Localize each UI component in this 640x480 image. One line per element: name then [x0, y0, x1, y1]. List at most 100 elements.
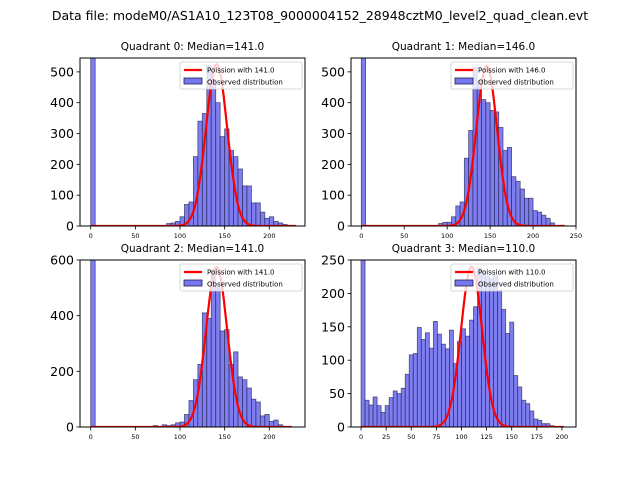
x-tick-label: 0: [89, 433, 93, 441]
histogram-bar: [485, 275, 491, 427]
histogram-bar: [505, 333, 511, 427]
histogram-bar: [529, 410, 535, 427]
legend-bar-swatch: [454, 279, 474, 287]
x-tick-label: 200: [263, 232, 275, 240]
axes-frame: [79, 57, 306, 227]
x-tick-label: 200: [527, 232, 539, 240]
histogram-bar: [428, 347, 434, 427]
legend-bar-swatch: [454, 77, 474, 85]
histogram-bar: [519, 188, 525, 226]
histogram-bar: [513, 375, 519, 427]
subplot-title: Quadrant 2: Median=141.0: [121, 243, 264, 255]
histogram-bar: [465, 335, 470, 427]
x-tick-label: 50: [407, 433, 415, 441]
histogram-bar: [536, 211, 543, 226]
y-tick-label: 0: [66, 219, 74, 234]
axes-frame: [350, 259, 577, 428]
histogram-bar: [251, 398, 257, 427]
histogram-bar: [436, 333, 442, 427]
x-tick-label: 250: [570, 232, 582, 240]
axes-frame: [350, 57, 577, 227]
x-tick-label: 0: [89, 232, 93, 240]
histogram-bar: [392, 390, 398, 427]
histogram-bar: [90, 260, 96, 427]
histogram-bar: [388, 397, 394, 427]
histogram-bar: [215, 287, 221, 427]
legend: Poission with 146.0 Observed distribution: [450, 61, 574, 90]
histogram-bar: [264, 217, 270, 226]
x-tick-label: 50: [131, 433, 139, 441]
histogram-bar: [255, 401, 261, 427]
y-tick-label: 150: [321, 319, 345, 334]
y-tick-label: 400: [50, 308, 74, 323]
x-tick-label: 25: [382, 433, 390, 441]
legend-box: [450, 61, 574, 90]
histogram-bar: [368, 404, 374, 427]
figure-title: Data file: modeM0/AS1A10_123T08_90000041…: [51, 8, 589, 23]
histogram-bar: [408, 354, 414, 427]
histogram-bar: [493, 274, 499, 427]
x-tick-label: 150: [218, 433, 230, 441]
histogram-bar: [396, 393, 402, 427]
x-tick-label: 200: [263, 433, 275, 441]
x-tick-label: 150: [506, 433, 518, 441]
y-tick-label: 300: [50, 126, 74, 141]
histogram-bar: [532, 210, 538, 226]
histogram-bar: [210, 269, 217, 427]
legend-label: Poission with 110.0: [478, 269, 546, 277]
histogram-bar: [501, 309, 507, 427]
histogram-bar: [360, 260, 366, 427]
legend-label: Poission with 146.0: [478, 67, 546, 75]
histogram-bar: [489, 110, 495, 226]
legend-label: Observed distribution: [478, 281, 554, 289]
y-tick-label: 400: [321, 95, 345, 110]
histogram-bar: [416, 327, 422, 427]
plot-area: [360, 260, 564, 427]
histogram-bar: [497, 289, 503, 427]
histogram-bar: [90, 58, 96, 226]
subplot-quadrant-0: 0 50 100 150 200 0 100 200 300 400 500 Quadrant 0: …: [50, 41, 306, 240]
x-tick-label: 100: [441, 232, 453, 240]
histogram-bar: [545, 217, 551, 226]
y-tick-label: 200: [50, 364, 74, 379]
legend-label: Observed distribution: [207, 79, 283, 87]
histogram-bar: [533, 418, 539, 427]
histogram-bar: [424, 332, 430, 427]
y-tick-label: 500: [50, 64, 74, 79]
x-tick-label: 75: [432, 433, 440, 441]
x-tick-label: 175: [531, 433, 543, 441]
histogram-bar: [210, 79, 217, 226]
legend: Poission with 141.0 Observed distribution: [179, 61, 303, 90]
legend-label: Poission with 141.0: [207, 67, 275, 75]
histogram-bar: [515, 180, 521, 226]
legend-label: Poission with 141.0: [207, 269, 275, 277]
legend-box: [450, 263, 574, 292]
plot-area: [90, 58, 297, 226]
subplot-title: Quadrant 0: Median=141.0: [121, 41, 264, 53]
histogram-bar: [469, 319, 474, 427]
histogram-bar: [259, 415, 266, 427]
x-tick-label: 100: [174, 232, 186, 240]
histogram-bar: [268, 216, 275, 226]
histogram-bar: [372, 396, 378, 427]
y-tick-label: 200: [50, 157, 74, 172]
histogram-bar: [246, 387, 252, 427]
subplot-quadrant-2: 0 50 100 150 200 0 200 400 600 Quadrant 2: Median…: [50, 243, 306, 441]
y-tick-label: 100: [321, 188, 345, 203]
histogram-bar: [524, 197, 530, 226]
subplot-title: Quadrant 3: Median=110.0: [392, 243, 535, 255]
histogram-bar: [215, 102, 221, 226]
legend-box: [179, 263, 303, 292]
histogram-bar: [264, 414, 270, 427]
x-tick-label: 0: [359, 433, 363, 441]
histogram-bar: [206, 318, 212, 427]
histogram-bar: [525, 403, 531, 427]
x-tick-label: 50: [131, 232, 139, 240]
legend: Poission with 110.0 Observed distribution: [450, 263, 574, 292]
histogram-bar: [449, 329, 454, 427]
histogram-bar: [400, 387, 406, 427]
y-tick-label: 200: [321, 157, 345, 172]
y-tick-label: 600: [50, 253, 74, 268]
histogram-bar: [481, 99, 487, 226]
